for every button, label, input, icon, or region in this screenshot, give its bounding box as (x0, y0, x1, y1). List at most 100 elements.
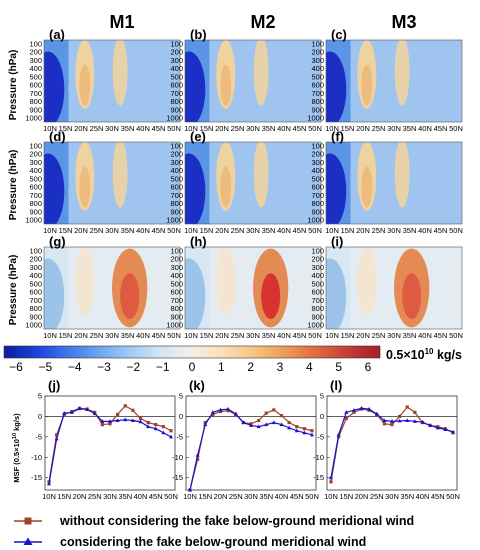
data-point (138, 419, 143, 424)
colorbar-tick-label: −1 (156, 360, 170, 374)
latitude-tick-label: 50N (305, 492, 319, 501)
data-point (55, 433, 59, 437)
latitude-tick-label: 35N (262, 331, 276, 340)
pressure-tick-label: 500 (29, 72, 42, 81)
latitude-tick-label: 45N (434, 331, 448, 340)
latitude-tick-label: 15N (59, 124, 73, 133)
pressure-tick-label: 200 (311, 150, 324, 159)
latitude-tick-label: 10N (43, 331, 57, 340)
pressure-tick-label: 900 (170, 105, 183, 114)
data-point (302, 427, 306, 431)
pressure-tick-label: 1000 (307, 321, 324, 330)
latitude-tick-label: 45N (152, 331, 166, 340)
data-point (382, 422, 386, 426)
data-point (287, 420, 291, 425)
latitude-tick-label: 35N (118, 492, 132, 501)
pressure-tick-label: 100 (311, 40, 324, 49)
pressure-tick-label: 800 (170, 199, 183, 208)
pressure-tick-label: 500 (311, 72, 324, 81)
latitude-tick-label: 35N (121, 124, 135, 133)
latitude-tick-label: 30N (105, 331, 119, 340)
latitude-tick-label: 20N (355, 492, 369, 501)
heatmap-max-cell (120, 273, 140, 320)
pressure-tick-label: 900 (311, 105, 324, 114)
data-point (310, 432, 314, 437)
data-point (264, 411, 268, 415)
data-point (218, 407, 223, 412)
latitude-tick-label: 25N (90, 124, 104, 133)
data-point (131, 408, 135, 412)
pressure-tick-label: 200 (29, 255, 42, 264)
latitude-tick-label: 15N (341, 226, 355, 235)
pressure-tick-label: 700 (311, 296, 324, 305)
pressure-tick-label: 700 (170, 191, 183, 200)
latitude-tick-label: 40N (418, 331, 432, 340)
pressure-tick-label: 600 (29, 183, 42, 192)
data-point (302, 430, 307, 435)
panel-label: (e) (190, 129, 206, 144)
latitude-tick-label: 30N (387, 331, 401, 340)
pressure-tick-label: 700 (29, 191, 42, 200)
pressure-tick-label: 300 (29, 56, 42, 65)
data-point (154, 423, 158, 427)
panel-label: (d) (49, 129, 66, 144)
msf-tick-label: 0 (38, 412, 42, 421)
latitude-tick-label: 50N (164, 492, 178, 501)
data-point (47, 481, 51, 486)
latitude-tick-label: 20N (356, 331, 370, 340)
heatmap-positive-cell (112, 142, 128, 208)
pressure-tick-label: 900 (311, 207, 324, 216)
panel-label: (b) (190, 27, 207, 42)
pressure-tick-label: 200 (29, 150, 42, 159)
heatmap-frame (325, 246, 463, 330)
pressure-tick-label: 200 (311, 255, 324, 264)
msf-tick-label: -5 (317, 432, 324, 441)
msf-tick-label: -10 (313, 453, 324, 462)
heatmap-positive-cell (112, 40, 128, 106)
pressure-tick-label: 100 (170, 142, 183, 151)
panel-label: (j) (48, 378, 60, 393)
latitude-tick-label: 45N (290, 492, 304, 501)
latitude-tick-label: 25N (231, 331, 245, 340)
pressure-tick-label: 100 (170, 40, 183, 49)
latitude-tick-label: 20N (215, 226, 229, 235)
latitude-tick-label: 50N (449, 124, 463, 133)
heatmap-frame (325, 141, 463, 225)
data-point (344, 416, 348, 421)
pressure-tick-label: 600 (29, 288, 42, 297)
pressure-tick-label: 300 (311, 263, 324, 272)
y-label-row3: Pressure (hPa) (8, 255, 19, 326)
data-point (130, 418, 135, 423)
colorbar-strip (3, 345, 381, 359)
latitude-tick-label: 10N (324, 492, 338, 501)
latitude-tick-label: 40N (136, 226, 150, 235)
pressure-tick-label: 300 (170, 263, 183, 272)
legend-item-considering: considering the fake below-ground meridi… (14, 535, 366, 549)
latitude-tick-label: 25N (90, 226, 104, 235)
latitude-tick-label: 40N (277, 331, 291, 340)
latitude-tick-label: 10N (184, 226, 198, 235)
latitude-tick-label: 10N (325, 226, 339, 235)
heatmap-negative-cell (44, 51, 65, 122)
pressure-tick-label: 1000 (25, 216, 42, 225)
latitude-tick-label: 50N (446, 492, 460, 501)
header-m1: M1 (109, 12, 134, 32)
data-point (451, 429, 455, 434)
latitude-tick-label: 15N (59, 331, 73, 340)
heatmap-positive-core (220, 166, 232, 208)
latitude-tick-label: 45N (293, 226, 307, 235)
pressure-tick-label: 1000 (25, 321, 42, 330)
data-point (279, 422, 284, 427)
heatmap-negative-cell (326, 51, 347, 122)
colorbar-tick-label: 5 (335, 360, 342, 374)
latitude-tick-label: 25N (231, 226, 245, 235)
panel-label: (g) (49, 234, 66, 249)
latitude-tick-label: 15N (59, 226, 73, 235)
heatmap-negative-cell (44, 153, 65, 224)
